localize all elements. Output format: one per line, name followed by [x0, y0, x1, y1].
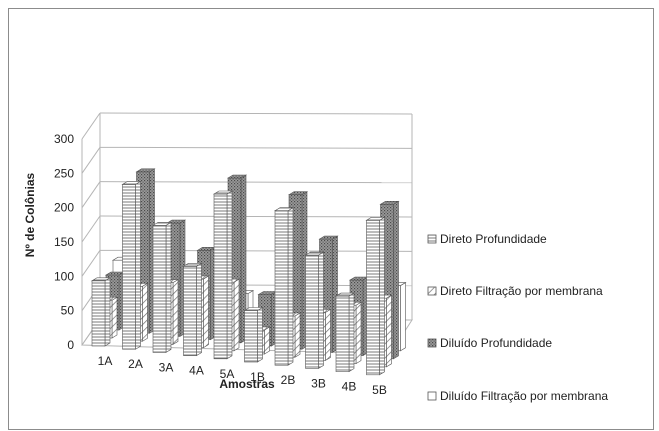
gridline [100, 147, 412, 148]
legend-item: Direto Filtração por membrana [428, 284, 603, 298]
legend-item: Diluído Profundidade [428, 336, 552, 350]
y-tick-label: 200 [54, 201, 74, 215]
bar-front [214, 194, 227, 359]
x-tick-label: 4A [189, 364, 204, 378]
bar-side [204, 276, 209, 348]
y-tick-label: 0 [67, 338, 74, 352]
bar-front [184, 266, 197, 355]
bar-front [123, 184, 136, 349]
y-tick-label: 150 [54, 235, 74, 249]
bars-layer [92, 169, 406, 375]
bar-side [394, 201, 399, 358]
bar [367, 217, 385, 374]
bar-front [153, 225, 166, 352]
bar-side [105, 278, 110, 346]
y-tick-label: 50 [61, 304, 75, 318]
bar [275, 208, 293, 366]
x-tick-label: 5B [372, 383, 387, 397]
y-tick-label: 100 [54, 269, 74, 283]
bar [336, 293, 354, 372]
bar [184, 263, 202, 355]
y-axis-title: Nº de Colônias [23, 172, 37, 257]
bar-side [143, 283, 148, 341]
bar-front [245, 311, 258, 363]
bar [123, 181, 141, 349]
bar-side [356, 302, 361, 363]
bar-side [265, 327, 270, 354]
legend-label: Direto Filtração por membrana [440, 284, 603, 298]
bar-side [387, 295, 392, 367]
x-tick-label: 4B [342, 380, 357, 394]
bar-side [401, 283, 406, 351]
bar-side [380, 217, 385, 374]
legend-label: Diluído Filtração por membrana [440, 389, 608, 403]
bar-side [112, 297, 117, 338]
gridline-side [82, 182, 100, 208]
legend-item: Diluído Filtração por membrana [428, 389, 608, 403]
legend: Direto Profundidade Direto Filtração por … [428, 232, 608, 403]
bar [306, 252, 324, 368]
gridline-side [82, 216, 100, 242]
bar [92, 278, 110, 346]
x-tick-label: 2A [128, 357, 143, 371]
gridline-side [82, 113, 100, 139]
bar-side [173, 280, 178, 345]
x-tick-label: 2B [281, 373, 296, 387]
legend-swatch [428, 235, 436, 243]
legend-swatch [428, 287, 436, 295]
bar-side [295, 313, 300, 357]
bar-front [92, 281, 105, 346]
legend-label: Diluído Profundidade [440, 336, 552, 350]
legend-label: Direto Profundidade [440, 232, 547, 246]
bar-side [288, 208, 293, 366]
x-tick-label: 3B [311, 376, 326, 390]
legend-item: Direto Profundidade [428, 232, 547, 246]
x-tick-label: 1A [98, 354, 113, 368]
bar-side [234, 279, 239, 351]
bar-front [367, 220, 380, 374]
x-axis-title: Amostras [219, 377, 275, 391]
bar-side [197, 263, 202, 355]
bar-side [258, 308, 263, 363]
bar-side [166, 222, 171, 352]
y-tick-label: 250 [54, 166, 74, 180]
bar-side [326, 309, 331, 360]
gridline-side [82, 147, 100, 173]
legend-swatch [428, 392, 436, 400]
bar-front [336, 296, 349, 372]
bar-front [306, 255, 319, 368]
legend-swatch [428, 339, 436, 347]
bar-side [349, 293, 354, 372]
bar-front [275, 211, 288, 366]
x-tick-label: 3A [159, 360, 174, 374]
y-tick-label: 300 [54, 132, 74, 146]
bar [245, 308, 263, 363]
gridline-side [82, 250, 100, 276]
gridline [100, 113, 412, 114]
bar-side [319, 252, 324, 368]
bar-side [136, 181, 141, 349]
bar [153, 222, 171, 352]
bar-side [227, 191, 232, 359]
bar [214, 191, 232, 359]
